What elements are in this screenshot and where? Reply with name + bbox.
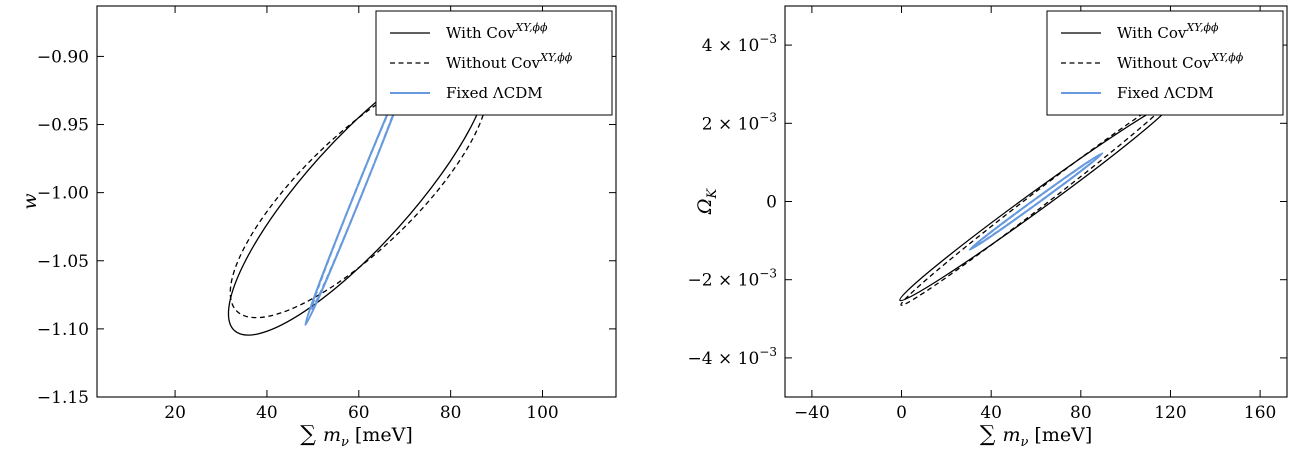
- left-legend-label: Without CovXY,ϕϕ: [446, 51, 573, 72]
- right-xtick-label: 120: [1154, 403, 1186, 423]
- right-yaxis-label: ΩK: [694, 187, 720, 215]
- left-ytick-label: −1.00: [37, 184, 89, 204]
- right-series-0-with-cov-ellipse: [899, 101, 1173, 302]
- right-ytick-label: −2 × 10−3: [688, 267, 777, 291]
- right-series-1-without-cov-ellipse: [900, 97, 1172, 306]
- right-ytick-label: −4 × 10−3: [688, 345, 777, 369]
- right-ytick-label: 0: [766, 193, 777, 213]
- left-xtick-label: 80: [440, 403, 462, 423]
- right-curves: [899, 97, 1173, 306]
- right-legend-frame: [1046, 10, 1284, 116]
- right-xaxis-label: ∑ mν [meV]: [980, 422, 1093, 450]
- left-plot-frame: [96, 5, 617, 398]
- left-xtick-label: 100: [526, 403, 558, 423]
- left-legend-frame: [375, 10, 613, 116]
- right-legend: With CovXY,ϕϕ Without CovXY,ϕϕ Fixed ΛCDM: [1046, 10, 1284, 116]
- left-ytick-label: −1.15: [37, 388, 89, 408]
- right-series-3-inner-dashed-ellipse: [971, 154, 1101, 249]
- left-ytick-label: −1.05: [37, 252, 89, 272]
- left-legend: With CovXY,ϕϕ Without CovXY,ϕϕ Fixed ΛCDM: [375, 10, 613, 116]
- left-ytick-label: −0.95: [37, 116, 89, 136]
- right-xtick-label: 160: [1244, 403, 1276, 423]
- left-ytick-label: −1.10: [37, 320, 89, 340]
- left-yaxis-label: w: [19, 193, 41, 209]
- left-xtick-label: 40: [256, 403, 278, 423]
- left-xtick-label: 60: [348, 403, 370, 423]
- right-xtick-label: 0: [896, 403, 907, 423]
- right-legend-label: Without CovXY,ϕϕ: [1117, 51, 1244, 72]
- left-xtick-label: 20: [164, 403, 186, 423]
- left-legend-label: With CovXY,ϕϕ: [446, 21, 548, 42]
- right-chart: −40 0 40 80 120 160 −4 × 10−3 −2 × 10−3 0 2 × 10−…: [688, 5, 1288, 450]
- right-ytick-label: 4 × 10−3: [702, 32, 777, 56]
- right-ytick-label: 2 × 10−3: [702, 110, 777, 134]
- right-xtick-label: −40: [794, 403, 830, 423]
- right-legend-label: With CovXY,ϕϕ: [1117, 21, 1219, 42]
- right-series-2-fixed-cdm-ellipse: [968, 152, 1104, 251]
- left-xaxis-label: ∑ mν [meV]: [300, 422, 413, 450]
- left-ytick-label: −0.90: [37, 47, 89, 67]
- right-legend-label: Fixed ΛCDM: [1117, 84, 1214, 102]
- right-xtick-label: 40: [980, 403, 1002, 423]
- left-legend-label: Fixed ΛCDM: [446, 84, 543, 102]
- left-chart: 20 40 60 80 100 −1.15 −1.10 −1.05 −1.00 −0.95 −0.9…: [19, 5, 617, 450]
- right-xtick-label: 80: [1070, 403, 1092, 423]
